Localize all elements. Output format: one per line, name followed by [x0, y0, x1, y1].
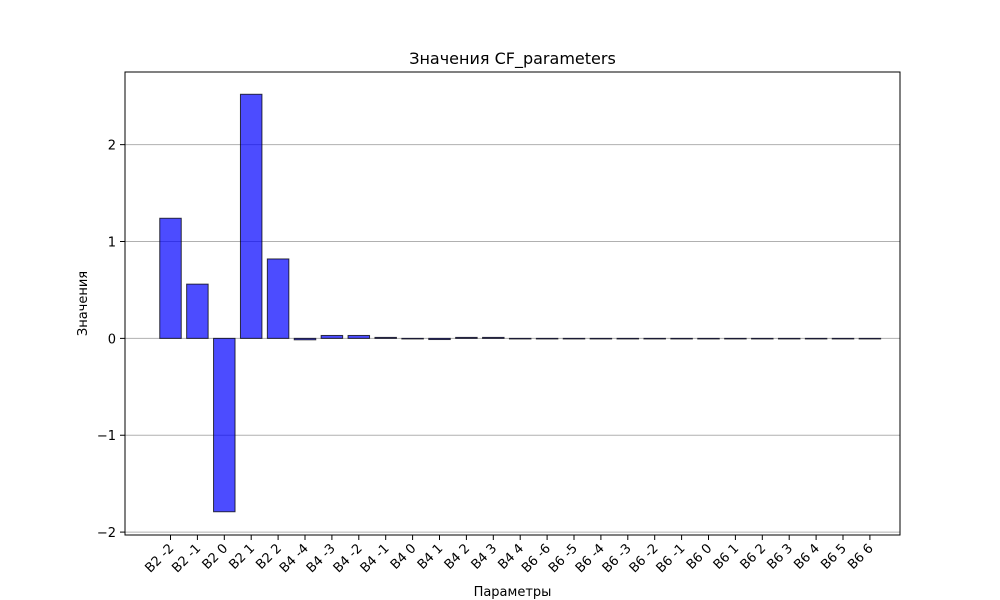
x-tick-label: B6 -6 [519, 541, 554, 576]
bar-b4-2 [347, 334, 371, 339]
x-axis: B2 -2B2 -1B2 0B2 1B2 2B4 -4B4 -3B4 -2B4 … [142, 535, 877, 576]
bar-b60 [697, 337, 720, 340]
y-tick-label: −2 [97, 526, 116, 541]
x-tick-label: B4 -1 [358, 541, 393, 576]
bar-b62 [751, 337, 774, 340]
bar-b44 [508, 337, 532, 340]
bar-b2-2 [159, 217, 182, 339]
y-tick-label: −1 [97, 429, 116, 444]
x-tick-label: B2 -2 [142, 541, 177, 576]
x-tick-label: B6 3 [764, 541, 796, 573]
x-tick-label: B6 -1 [654, 541, 689, 576]
x-tick-label: B6 -3 [600, 541, 635, 576]
bar-layer [159, 93, 882, 513]
x-tick-label: B2 -1 [169, 541, 204, 576]
x-tick-label: B6 -2 [627, 541, 662, 576]
bar-b43 [482, 336, 505, 339]
bar-b6-1 [670, 337, 693, 340]
chart-title: Значения CF_parameters [409, 49, 616, 69]
x-tick-label: B2 1 [226, 541, 258, 573]
x-tick-label: B4 1 [415, 541, 447, 573]
x-tick-label: B4 2 [442, 541, 474, 573]
bar-b22 [266, 258, 290, 339]
bar-b4-1 [374, 336, 397, 339]
bar-b21 [239, 93, 263, 339]
bar-b20 [213, 337, 236, 513]
bar-b6-2 [643, 337, 666, 340]
bar-b61 [724, 337, 747, 340]
x-tick-label: B4 -3 [304, 541, 339, 576]
x-tick-label: B6 2 [738, 541, 770, 573]
y-axis-title: Значения [76, 271, 91, 336]
bar-b63 [777, 337, 801, 340]
bar-b6-5 [562, 337, 586, 340]
plot-frame [124, 71, 901, 536]
bar-b64 [804, 337, 828, 340]
bar-b66 [858, 337, 882, 340]
bar-b40 [401, 337, 424, 340]
x-tick-label: B4 -4 [277, 541, 312, 576]
bar-b6-6 [535, 337, 559, 340]
x-tick-label: B6 -4 [573, 541, 608, 576]
x-tick-label: B6 4 [791, 541, 823, 573]
bar-b41 [428, 337, 451, 341]
x-tick-label: B6 6 [845, 541, 877, 573]
bar-b42 [455, 336, 478, 339]
y-axis: 2 1 0 −1 −2 [97, 139, 125, 541]
x-tick-label: B4 3 [469, 541, 501, 573]
bar-b65 [831, 337, 855, 340]
x-axis-title: Параметры [474, 585, 552, 600]
x-tick-label: B6 -5 [546, 541, 581, 576]
x-tick-label: B4 -2 [331, 541, 366, 576]
y-tick-label: 0 [108, 332, 116, 347]
x-tick-label: B4 0 [388, 541, 420, 573]
y-tick-label: 2 [108, 139, 116, 154]
x-tick-label: B6 0 [684, 541, 716, 573]
bar-b6-3 [616, 337, 640, 340]
bar-b2-1 [186, 283, 209, 339]
x-tick-label: B6 5 [818, 541, 850, 573]
y-tick-label: 1 [108, 236, 116, 251]
bar-b6-4 [589, 337, 613, 340]
bar-b4-3 [320, 334, 344, 339]
bar-b4-4 [293, 337, 317, 341]
x-tick-label: B2 0 [200, 541, 232, 573]
x-tick-label: B6 1 [711, 541, 743, 573]
